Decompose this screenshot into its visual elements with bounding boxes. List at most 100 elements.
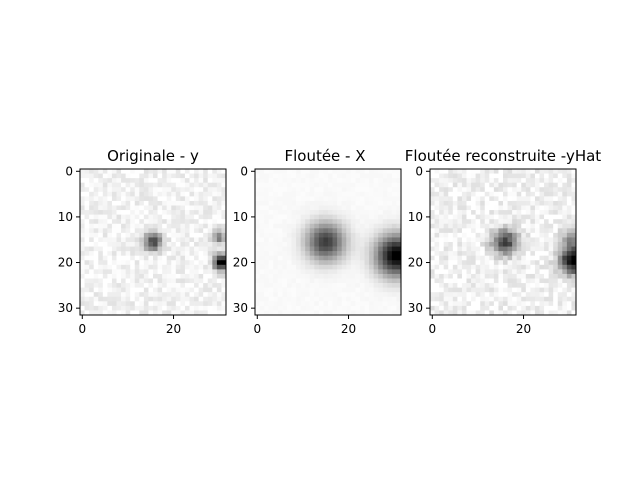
pixel [534, 269, 540, 275]
pixel [350, 242, 356, 247]
pixel [255, 200, 260, 206]
pixel [359, 219, 365, 225]
pixel [566, 182, 572, 188]
pixel [125, 283, 131, 288]
pixel [521, 205, 527, 211]
pixel [489, 187, 495, 193]
pixel [521, 260, 527, 266]
pixel [318, 246, 324, 252]
pixel [268, 205, 274, 211]
pixel [553, 283, 559, 288]
pixel [314, 260, 320, 266]
pixel [534, 173, 540, 179]
pixel [337, 264, 343, 270]
pixel [305, 260, 311, 266]
pixel [203, 205, 209, 211]
pixel [80, 173, 85, 179]
pixel [314, 292, 320, 298]
pixel [566, 264, 572, 270]
pixel [369, 210, 374, 215]
pixel [153, 251, 158, 257]
pixel [184, 283, 190, 288]
pixel [461, 169, 467, 174]
pixel [207, 287, 213, 293]
pixel [134, 196, 140, 202]
pixel [503, 287, 508, 293]
pixel [498, 205, 504, 211]
pixel [216, 305, 222, 311]
pixel [107, 187, 113, 193]
pixel [396, 237, 402, 243]
pixel [107, 228, 113, 234]
pixel [493, 296, 499, 302]
pixel [346, 251, 352, 257]
y-tick-label: 10 [408, 210, 423, 224]
pixel [553, 260, 559, 266]
pixel [255, 196, 260, 202]
pixel [484, 255, 490, 261]
pixel [346, 182, 352, 188]
pixel [350, 210, 356, 215]
pixel [259, 187, 265, 193]
pixel [291, 196, 297, 202]
pixel [461, 305, 467, 311]
pixel [277, 196, 283, 202]
pixel [521, 182, 527, 188]
pixel [305, 210, 311, 215]
pixel [548, 251, 554, 257]
pixel [143, 214, 149, 220]
pixel [282, 210, 288, 215]
pixel [162, 214, 168, 220]
pixel [359, 242, 365, 247]
pixel [457, 269, 463, 275]
pixel [539, 200, 545, 206]
pixel [346, 200, 352, 206]
pixel [139, 278, 145, 284]
pixel [291, 296, 297, 302]
pixel [332, 273, 338, 279]
pixel [391, 214, 397, 220]
pixel [328, 196, 333, 202]
pixel [180, 228, 186, 234]
pixel [116, 287, 122, 293]
pixel [102, 178, 108, 184]
pixel [337, 232, 343, 238]
pixel [369, 173, 374, 179]
pixel [466, 264, 472, 270]
pixel [430, 305, 435, 311]
pixel [430, 196, 435, 202]
pixel [98, 260, 104, 266]
pixel [148, 260, 154, 266]
pixel [121, 178, 126, 184]
pixel [475, 264, 481, 270]
pixel [282, 287, 288, 293]
pixel [148, 223, 154, 229]
pixel [355, 237, 361, 243]
pixel [300, 219, 306, 225]
pixel [448, 178, 454, 184]
pixel [521, 191, 527, 197]
pixel [452, 228, 458, 234]
pixel [359, 287, 365, 293]
pixel [207, 296, 213, 302]
pixel [566, 223, 572, 229]
pixel [259, 219, 265, 225]
pixel [530, 278, 536, 284]
pixel [439, 260, 445, 266]
pixel [203, 196, 209, 202]
pixel [130, 301, 136, 307]
pixel [207, 200, 213, 206]
pixel [493, 178, 499, 184]
pixel [346, 169, 352, 174]
pixel [143, 310, 149, 316]
pixel [273, 223, 279, 229]
pixel [516, 178, 522, 184]
pixel [93, 173, 99, 179]
pixel [548, 301, 554, 307]
pixel [525, 223, 531, 229]
pixel [466, 191, 472, 197]
pixel [562, 305, 568, 311]
pixel [273, 196, 279, 202]
pixel [268, 305, 274, 311]
pixel [148, 269, 154, 275]
